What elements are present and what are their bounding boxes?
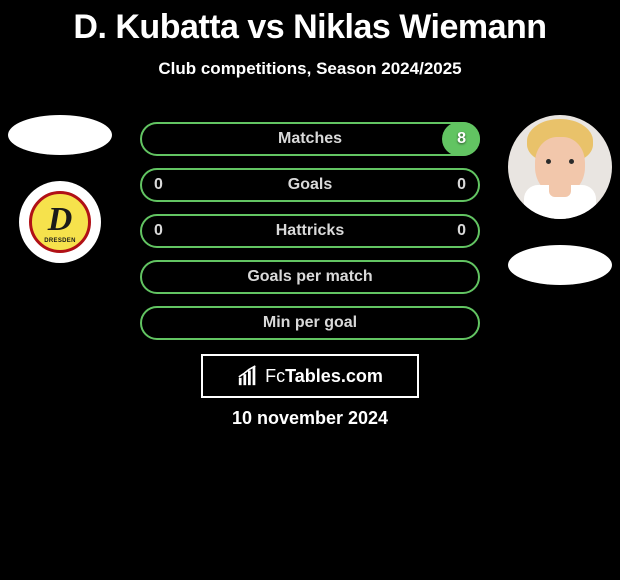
badge-letter: D	[48, 203, 73, 237]
stats-table: Matches 8 0 Goals 0 0 Hattricks 0 Goals …	[140, 122, 480, 340]
stat-left-value: 0	[154, 222, 163, 240]
date-label: 10 november 2024	[0, 408, 620, 429]
right-team-oval	[508, 245, 612, 285]
stat-label: Min per goal	[263, 314, 357, 332]
stat-label: Goals	[288, 176, 332, 194]
stat-row-gpm: Goals per match	[140, 260, 480, 294]
stat-label: Hattricks	[276, 222, 344, 240]
stat-right-value: 8	[457, 130, 466, 148]
brand-badge: FcTables.com	[201, 354, 419, 398]
stat-left-value: 0	[154, 176, 163, 194]
chart-icon	[237, 365, 259, 387]
left-column: D DRESDEN	[0, 115, 120, 263]
stat-label: Goals per match	[247, 268, 372, 286]
brand-prefix: Fc	[265, 366, 285, 386]
left-player-oval	[8, 115, 112, 155]
stat-label: Matches	[278, 130, 342, 148]
left-team-badge: D DRESDEN	[19, 181, 101, 263]
right-column	[500, 115, 620, 285]
stat-right-value: 0	[457, 222, 466, 240]
stat-row-mpg: Min per goal	[140, 306, 480, 340]
stat-row-goals: 0 Goals 0	[140, 168, 480, 202]
stat-right-value: 0	[457, 176, 466, 194]
page-title: D. Kubatta vs Niklas Wiemann	[0, 0, 620, 47]
badge-banner: DRESDEN	[44, 238, 75, 244]
stat-row-hattricks: 0 Hattricks 0	[140, 214, 480, 248]
page-subtitle: Club competitions, Season 2024/2025	[0, 59, 620, 79]
stat-row-matches: Matches 8	[140, 122, 480, 156]
right-player-photo	[508, 115, 612, 219]
brand-suffix: Tables.com	[285, 366, 383, 386]
